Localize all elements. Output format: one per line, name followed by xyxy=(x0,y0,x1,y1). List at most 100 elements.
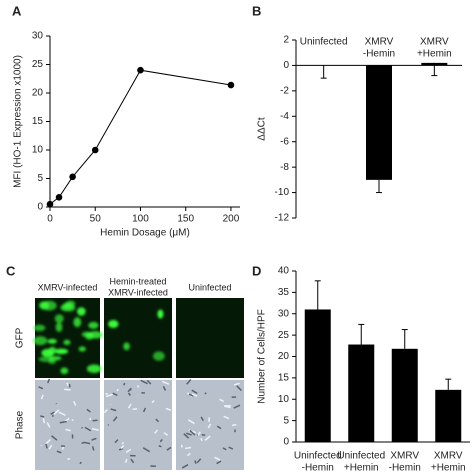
phase-cell xyxy=(158,445,162,448)
category-label: -Hemin xyxy=(302,463,334,474)
phase-cell xyxy=(47,378,51,384)
phase-cell xyxy=(116,388,119,392)
gfp-cell xyxy=(78,346,86,352)
gfp-cell xyxy=(54,348,69,355)
phase-cell xyxy=(163,432,169,436)
phase-cell xyxy=(191,393,198,397)
gfp-cell xyxy=(108,319,119,328)
phase-cell xyxy=(51,435,58,441)
phase-cell xyxy=(162,385,167,391)
phase-cell xyxy=(53,409,60,415)
category-label: XMRV xyxy=(365,37,394,48)
phase-cell xyxy=(161,380,170,385)
phase-cell xyxy=(233,404,241,409)
y-tick-label: 0 xyxy=(37,202,43,213)
phase-cell xyxy=(121,441,125,445)
phase-cell xyxy=(186,379,192,385)
gfp-cell xyxy=(33,324,46,332)
category-label: XMRV xyxy=(420,37,449,48)
y-tick-label: 20 xyxy=(32,88,44,99)
x-tick-label: 200 xyxy=(223,214,240,225)
phase-cell xyxy=(222,447,227,451)
bar xyxy=(421,62,448,66)
phase-cell xyxy=(91,437,97,441)
phase-cell xyxy=(200,416,204,422)
phase-cell xyxy=(83,441,91,445)
gfp-cell xyxy=(33,336,48,346)
point xyxy=(55,194,63,201)
phase-cell xyxy=(219,398,224,403)
phase-cell xyxy=(103,409,108,414)
phase-cell xyxy=(201,433,206,437)
y-axis-label: Number of Cells/HPF xyxy=(257,309,268,403)
point xyxy=(137,66,144,74)
gfp-cell xyxy=(39,301,50,310)
phase-cell xyxy=(91,428,99,431)
phase-cell xyxy=(155,418,160,423)
y-tick-label: 0 xyxy=(283,60,289,71)
y-tick-label: 10 xyxy=(278,394,290,405)
phase-cell xyxy=(127,392,132,396)
row-label: Phase xyxy=(15,410,26,439)
phase-cell xyxy=(187,452,191,457)
y-tick-label: -2 xyxy=(280,85,289,96)
category-label: +Hemin xyxy=(417,49,452,60)
phase-cell xyxy=(58,411,66,416)
phase-cell xyxy=(45,443,48,449)
gfp-cells xyxy=(108,309,165,361)
gfp-cells xyxy=(33,300,103,375)
gfp-cell xyxy=(55,322,63,332)
category-label: -Hemin xyxy=(363,49,395,60)
point xyxy=(227,81,235,89)
phase-cell xyxy=(165,407,172,411)
phase-cell xyxy=(86,408,91,413)
phase-cell xyxy=(38,386,44,390)
y-tick-label: -8 xyxy=(280,162,289,173)
gfp-cell xyxy=(123,342,130,351)
y-tick-label: 15 xyxy=(32,116,44,127)
phase-cell xyxy=(142,447,151,453)
phase-cell xyxy=(214,456,221,461)
phase-cell xyxy=(42,418,46,424)
phase-cell xyxy=(84,426,92,432)
y-tick-label: 2 xyxy=(283,35,289,46)
phase-cells xyxy=(103,379,172,468)
phase-cell xyxy=(130,458,135,464)
x-tick-label: 100 xyxy=(132,214,149,225)
y-tick-label: 35 xyxy=(278,287,290,298)
gfp-cell xyxy=(153,351,165,361)
phase-cell xyxy=(125,448,132,454)
phase-cell xyxy=(127,388,132,393)
gfp-cell xyxy=(48,359,56,364)
y-tick-label: 0 xyxy=(283,437,289,448)
phase-cell xyxy=(196,458,202,464)
bar xyxy=(348,344,375,442)
y-tick-label: 25 xyxy=(278,330,290,341)
column-label: Uninfected xyxy=(188,282,231,292)
phase-cell xyxy=(56,450,62,454)
phase-cell xyxy=(40,394,44,400)
phase-cell xyxy=(68,383,71,388)
column-label: XMRV-infected xyxy=(38,282,98,292)
y-axis-label: MFI (HO-1 Expression x1000) xyxy=(13,55,24,188)
x-tick-label: 150 xyxy=(177,214,194,225)
phase-cell xyxy=(110,408,117,412)
y-tick-label: -4 xyxy=(280,111,289,122)
gfp-cell xyxy=(47,338,57,344)
phase-cell xyxy=(191,389,198,395)
phase-cell xyxy=(118,447,123,451)
phase-cell xyxy=(44,438,51,445)
phase-cell xyxy=(63,388,71,391)
line xyxy=(49,69,232,205)
gfp-cell xyxy=(73,317,82,328)
phase-cell xyxy=(236,385,242,392)
phase-cell xyxy=(187,419,195,425)
category-label: XMRV xyxy=(390,451,419,462)
phase-cell xyxy=(228,446,234,450)
phase-cell xyxy=(123,382,126,386)
gfp-cell xyxy=(60,367,69,375)
phase-cell xyxy=(183,433,190,439)
phase-cell xyxy=(79,461,82,465)
bar xyxy=(435,389,462,442)
phase-cell xyxy=(50,411,55,415)
